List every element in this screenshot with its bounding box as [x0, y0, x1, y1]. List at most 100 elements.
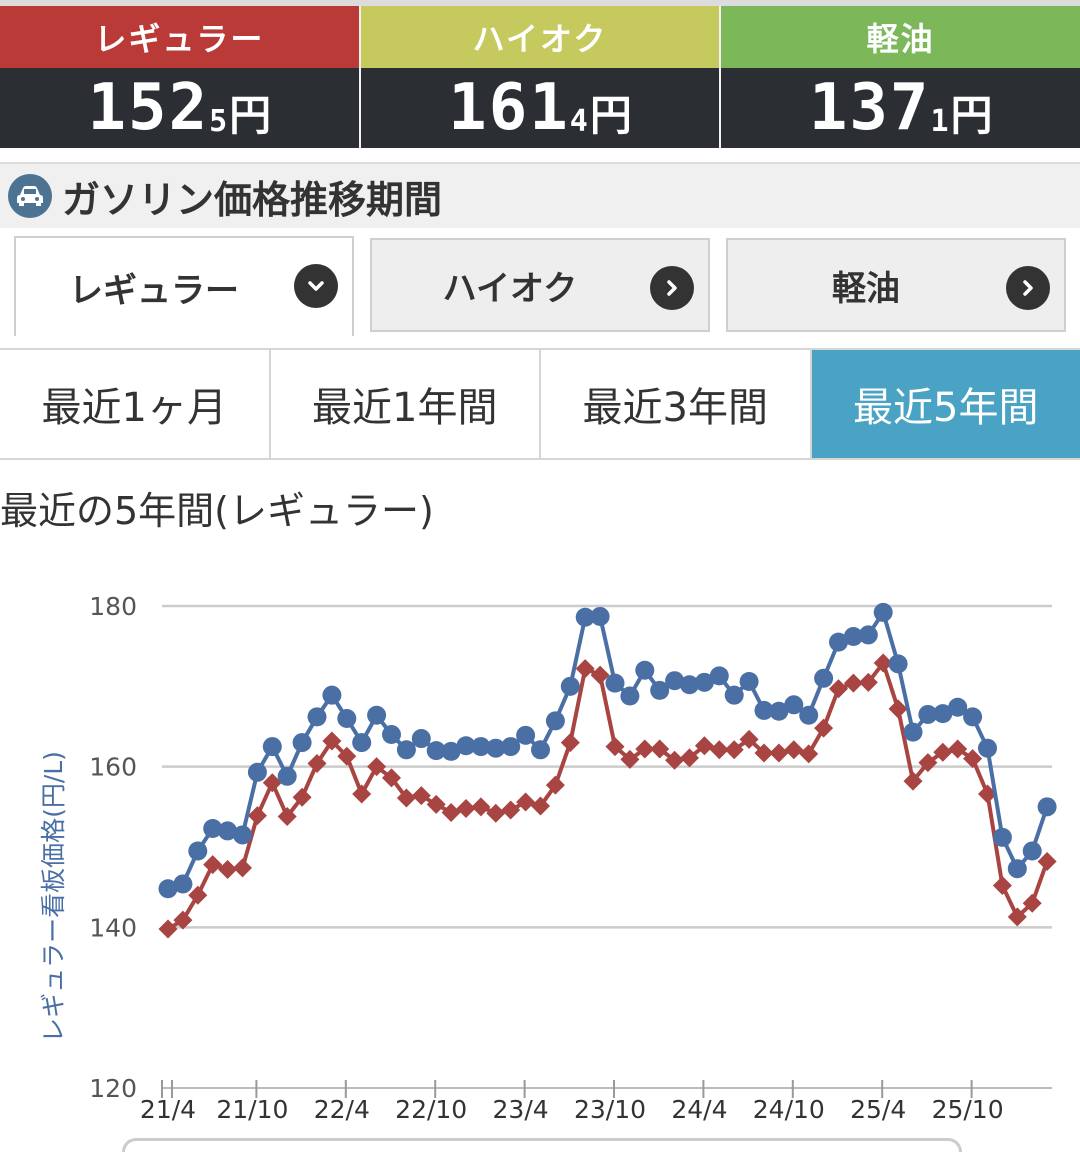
- data-point: [337, 746, 357, 766]
- x-tick-label: 23/4: [493, 1095, 549, 1124]
- data-point: [948, 697, 968, 717]
- price-value: 152 5 円: [0, 68, 359, 148]
- data-point: [322, 685, 342, 705]
- data-point: [769, 701, 789, 721]
- data-point: [799, 705, 819, 725]
- data-point: [352, 784, 372, 804]
- data-point: [933, 742, 953, 762]
- price-value: 161 4 円: [360, 68, 720, 148]
- price-highoctane: ハイオク 161 4 円: [360, 6, 722, 148]
- data-point: [382, 725, 401, 745]
- y-axis-label: レギュラー看板価格(円/L): [39, 751, 68, 1043]
- data-point: [560, 676, 580, 696]
- price-integer: 161: [448, 71, 570, 145]
- data-point: [680, 748, 699, 768]
- data-point: [441, 802, 461, 822]
- tab-diesel[interactable]: 軽油: [726, 238, 1066, 332]
- data-point: [486, 803, 506, 823]
- data-point: [814, 668, 834, 688]
- data-point: [963, 707, 983, 727]
- y-tick-label: 160: [89, 753, 137, 782]
- data-point: [694, 672, 714, 692]
- y-tick-label: 120: [89, 1074, 137, 1103]
- data-point: [903, 771, 923, 791]
- data-point: [262, 737, 282, 757]
- tab-1-year[interactable]: 最近1年間: [270, 350, 541, 458]
- data-point: [1022, 841, 1042, 861]
- data-point: [680, 675, 699, 695]
- x-tick-label: 21/10: [216, 1095, 288, 1124]
- x-tick-label: 24/10: [753, 1095, 825, 1124]
- price-label: レギュラー: [0, 6, 359, 68]
- price-unit: 円: [229, 90, 272, 140]
- tab-1-month[interactable]: 最近1ヶ月: [0, 350, 271, 458]
- period-tabs: 最近1ヶ月 最近1年間 最近3年間 最近5年間: [0, 348, 1080, 460]
- price-decimal: 1: [930, 103, 949, 139]
- data-point: [814, 718, 834, 738]
- series: [158, 602, 1057, 939]
- data-point: [158, 919, 178, 939]
- data-point: [545, 711, 565, 731]
- data-point: [247, 806, 267, 826]
- data-point: [784, 740, 804, 760]
- section-title: ガソリン価格推移期間: [62, 177, 443, 222]
- data-point: [769, 743, 789, 763]
- fuel-type-tabs: レギュラー ハイオク 軽油: [0, 236, 1080, 336]
- data-point: [709, 740, 729, 760]
- data-point: [262, 773, 282, 793]
- section-header: ガソリン価格推移期間: [0, 162, 1080, 228]
- data-point: [367, 705, 387, 725]
- price-label: 軽油: [721, 6, 1080, 68]
- data-point: [620, 686, 640, 706]
- x-tick-label: 22/4: [314, 1095, 370, 1124]
- data-point: [754, 743, 774, 763]
- data-point: [843, 673, 863, 693]
- data-point: [873, 653, 893, 673]
- x-tick-label: 25/10: [932, 1095, 1004, 1124]
- data-point: [992, 827, 1012, 847]
- data-point: [694, 736, 714, 756]
- chart-heading: 最近の5年間(レギュラー): [0, 489, 434, 533]
- data-point: [1037, 851, 1057, 871]
- data-point: [829, 679, 848, 699]
- data-point: [188, 885, 208, 905]
- data-point: [560, 733, 580, 753]
- axes: 120 140 160 180 21/4 21/10 22/4 22/10 23/4 23/10 2…: [89, 592, 1052, 1124]
- data-point: [799, 744, 819, 764]
- data-point: [307, 753, 327, 773]
- data-point: [531, 740, 550, 760]
- x-tick-label: 25/4: [850, 1095, 906, 1124]
- data-point: [411, 786, 431, 806]
- data-point: [307, 707, 327, 727]
- data-point: [158, 879, 178, 899]
- tab-5-years[interactable]: 最近5年間: [811, 350, 1080, 458]
- data-point: [948, 739, 968, 759]
- data-point: [277, 806, 297, 826]
- tab-highoctane[interactable]: ハイオク: [370, 238, 710, 332]
- data-point: [367, 757, 387, 777]
- price-integer: 137: [808, 71, 931, 145]
- data-point: [352, 733, 372, 753]
- data-point: [635, 660, 655, 680]
- data-point: [516, 792, 536, 812]
- data-point: [933, 704, 953, 724]
- data-point: [1007, 907, 1027, 927]
- data-point: [918, 753, 938, 773]
- data-point: [724, 740, 744, 760]
- data-point: [843, 627, 863, 647]
- data-point: [188, 841, 208, 861]
- data-point: [858, 625, 878, 645]
- data-point: [173, 874, 193, 894]
- y-tick-label: 140: [89, 913, 137, 942]
- data-point: [620, 749, 640, 769]
- chevron-down-icon: [294, 264, 338, 308]
- grid-lines: [162, 604, 1052, 929]
- tab-3-years[interactable]: 最近3年間: [541, 350, 812, 458]
- x-tick-label: 21/4: [140, 1095, 196, 1124]
- x-tick-label: 23/10: [574, 1095, 646, 1124]
- data-point: [650, 680, 670, 700]
- data-point: [650, 739, 670, 759]
- data-point: [575, 659, 595, 679]
- tab-regular[interactable]: レギュラー: [14, 236, 354, 336]
- data-point: [233, 825, 252, 845]
